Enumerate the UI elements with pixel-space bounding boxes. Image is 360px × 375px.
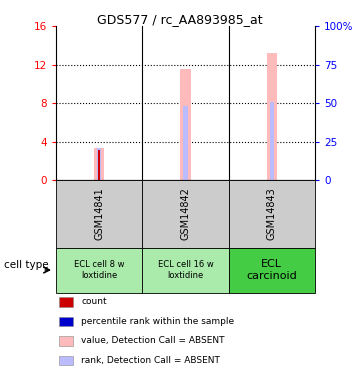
Bar (97, 148, 101, 180)
Bar (183, 106, 188, 180)
Bar (94, 148, 104, 180)
Text: ECL cell 8 w
loxtidine: ECL cell 8 w loxtidine (74, 260, 124, 280)
Bar (267, 53, 277, 180)
Text: GDS577 / rc_AA893985_at: GDS577 / rc_AA893985_at (97, 13, 263, 26)
Bar (98, 150, 100, 180)
Text: ECL cell 16 w
loxtidine: ECL cell 16 w loxtidine (158, 260, 213, 280)
Text: GSM14842: GSM14842 (180, 187, 190, 240)
Text: percentile rank within the sample: percentile rank within the sample (81, 317, 234, 326)
Text: ECL
carcinoid: ECL carcinoid (247, 259, 297, 281)
Bar (180, 69, 190, 180)
Text: cell type: cell type (4, 261, 48, 270)
Text: GSM14841: GSM14841 (94, 188, 104, 240)
Text: value, Detection Call = ABSENT: value, Detection Call = ABSENT (81, 336, 225, 345)
Bar (270, 102, 274, 180)
Text: count: count (81, 297, 107, 306)
Text: GSM14843: GSM14843 (267, 188, 277, 240)
Text: rank, Detection Call = ABSENT: rank, Detection Call = ABSENT (81, 356, 220, 365)
